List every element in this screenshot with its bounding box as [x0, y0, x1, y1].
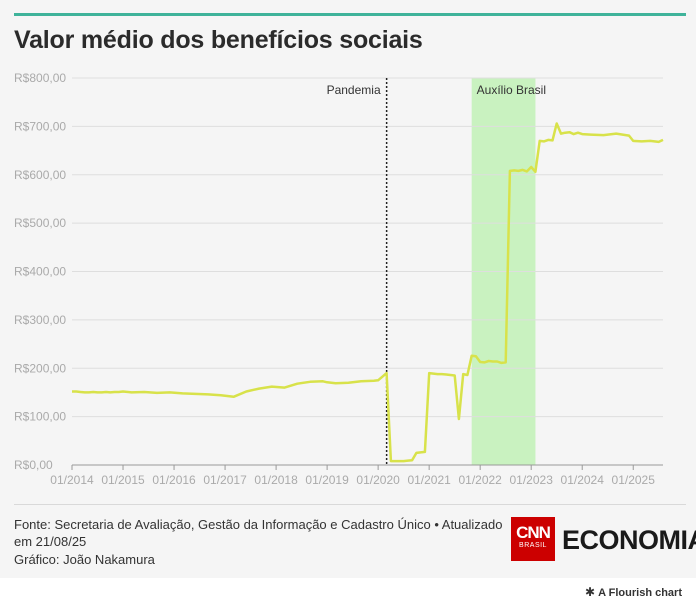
chart-credit: Gráfico: João Nakamura	[14, 552, 155, 567]
y-tick-label: R$600,00	[14, 168, 66, 182]
y-tick-label: R$200,00	[14, 361, 66, 375]
y-tick-label: R$100,00	[14, 410, 66, 424]
top-accent-rule	[14, 13, 686, 16]
cnn-logo-sub: BRASIL	[519, 542, 547, 549]
line-chart: Auxílio Brasil R$0,00 R$100,00 R$200,00 R$30…	[14, 71, 664, 487]
flourish-star-icon: ✱	[585, 585, 596, 599]
y-tick-label: R$800,00	[14, 71, 66, 85]
series-line	[72, 122, 664, 463]
x-tick-label: 01/2025	[612, 473, 656, 487]
y-tick-label: R$0,00	[14, 458, 53, 472]
economia-logo: ECONOMIA	[562, 525, 696, 556]
x-tick-label: 01/2018	[254, 473, 298, 487]
footer-divider	[14, 504, 686, 505]
x-tick-label: 01/2019	[305, 473, 349, 487]
economia-logo-text: ECONOMIA	[562, 525, 696, 555]
y-tick-label: R$300,00	[14, 313, 66, 327]
x-tick-label: 01/2020	[356, 473, 400, 487]
auxilio-brasil-label: Auxílio Brasil	[477, 83, 546, 97]
x-tick-label: 01/2023	[509, 473, 553, 487]
pandemia-label: Pandemia	[327, 83, 381, 97]
source-note: Fonte: Secretaria de Avaliação, Gestão d…	[14, 517, 503, 549]
cnn-brasil-logo: CNN BRASIL	[511, 517, 555, 561]
flourish-credit-label: A Flourish chart	[598, 587, 682, 599]
x-tick-label: 01/2024	[561, 473, 605, 487]
x-tick-label: 01/2016	[152, 473, 196, 487]
x-tick-label: 01/2022	[458, 473, 502, 487]
x-tick-label: 01/2014	[50, 473, 94, 487]
y-tick-label: R$700,00	[14, 119, 66, 133]
chart-title: Valor médio dos benefícios sociais	[14, 26, 423, 54]
cnn-logo-text: CNN	[516, 523, 551, 542]
x-tick-label: 01/2021	[407, 473, 451, 487]
flourish-credit-link[interactable]: ✱ A Flourish chart	[585, 585, 682, 599]
x-tick-label: 01/2017	[203, 473, 247, 487]
y-tick-label: R$400,00	[14, 265, 66, 279]
x-tick-label: 01/2015	[101, 473, 145, 487]
y-tick-label: R$500,00	[14, 216, 66, 230]
chart-card: Valor médio dos benefícios sociais Auxíl…	[14, 13, 696, 567]
